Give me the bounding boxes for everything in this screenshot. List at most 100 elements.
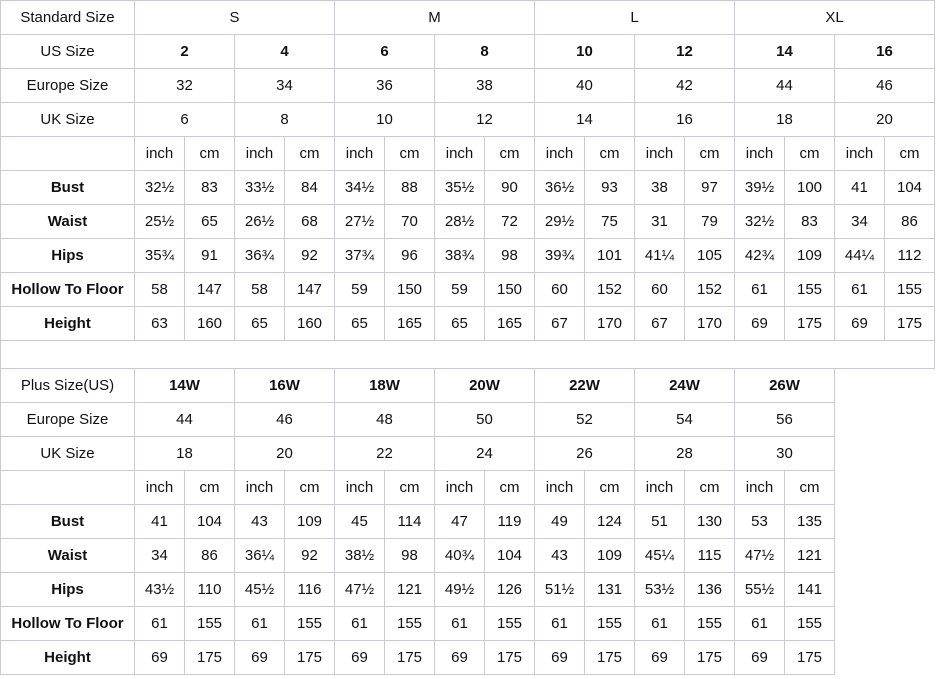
standard-uk-row: UK Size 6 8 10 12 14 16 18 20 [0,102,935,137]
europe-size-cell: 54 [634,402,735,437]
measurement-value: 150 [484,272,535,307]
unit-inch: inch [734,470,785,505]
measurement-value: 36¼ [234,538,285,573]
measurement-value: 150 [384,272,435,307]
unit-cm: cm [684,136,735,171]
measurement-label: Height [0,306,135,341]
measurement-label: Hollow To Floor [0,272,135,307]
measurement-value: 92 [284,238,335,273]
europe-size-cell: 36 [334,68,435,103]
measurement-value: 109 [784,238,835,273]
row-label-empty [0,470,135,505]
measurement-value: 98 [384,538,435,573]
unit-cm: cm [184,136,235,171]
measurement-value: 34½ [334,170,385,205]
measurement-label: Waist [0,204,135,239]
measurement-value: 26½ [234,204,285,239]
measurement-value: 37¾ [334,238,385,273]
measurement-value: 98 [484,238,535,273]
measurement-value: 38½ [334,538,385,573]
us-size-cell: 10 [534,34,635,69]
measurement-value: 61 [734,272,785,307]
plus-height-row: Height 69 175 69 175 69 175 69 175 69 175 69 175 69 17… [0,640,935,675]
measurement-value: 90 [484,170,535,205]
unit-cm: cm [884,136,935,171]
measurement-value: 65 [234,306,285,341]
measurement-value: 36¾ [234,238,285,273]
unit-inch: inch [334,470,385,505]
unit-inch: inch [434,136,485,171]
measurement-value: 175 [284,640,335,675]
measurement-label: Hips [0,238,135,273]
measurement-value: 32½ [734,204,785,239]
measurement-value: 121 [384,572,435,607]
standard-height-row: Height 63 160 65 160 65 165 65 165 67 170 67 170 69 17… [0,306,935,341]
unit-cm: cm [484,136,535,171]
measurement-value: 110 [184,572,235,607]
plus-hollow-to-floor-row: Hollow To Floor 61 155 61 155 61 155 61 155 61 155… [0,606,935,641]
unit-cm: cm [484,470,535,505]
empty-cell [835,505,885,539]
us-size-cell: 14W [134,368,235,403]
plus-hips-row: Hips 43½ 110 45½ 116 47½ 121 49½ 126 51½ 131 53½ 136… [0,572,935,607]
europe-size-cell: 44 [734,68,835,103]
measurement-value: 61 [834,272,885,307]
measurement-value: 47½ [734,538,785,573]
measurement-value: 147 [284,272,335,307]
uk-size-cell: 6 [134,102,235,137]
measurement-label: Hips [0,572,135,607]
measurement-value: 69 [734,640,785,675]
measurement-value: 27½ [334,204,385,239]
standard-bust-row: Bust 32½ 83 33½ 84 34½ 88 35½ 90 36½ 93 38 97 39½ 100 4… [0,170,935,205]
measurement-value: 61 [234,606,285,641]
row-label: UK Size [0,102,135,137]
empty-cell [885,403,935,437]
measurement-value: 53½ [634,572,685,607]
size-group-l: L [534,0,735,35]
empty-cell [835,369,885,403]
us-size-cell: 6 [334,34,435,69]
measurement-value: 61 [634,606,685,641]
measurement-value: 155 [384,606,435,641]
uk-size-cell: 8 [234,102,335,137]
standard-us-row: US Size 2 4 6 8 10 12 14 16 [0,34,935,69]
measurement-value: 109 [584,538,635,573]
uk-size-cell: 28 [634,436,735,471]
unit-cm: cm [784,470,835,505]
measurement-value: 69 [434,640,485,675]
measurement-value: 34 [134,538,185,573]
us-size-cell: 18W [334,368,435,403]
measurement-value: 49 [534,504,585,539]
unit-cm: cm [284,470,335,505]
measurement-value: 97 [684,170,735,205]
measurement-value: 100 [784,170,835,205]
measurement-value: 67 [634,306,685,341]
measurement-value: 152 [584,272,635,307]
empty-cell [885,641,935,675]
measurement-value: 43½ [134,572,185,607]
measurement-value: 35½ [434,170,485,205]
measurement-value: 41¼ [634,238,685,273]
measurement-value: 38 [634,170,685,205]
measurement-value: 155 [184,606,235,641]
measurement-value: 175 [884,306,935,341]
measurement-value: 69 [134,640,185,675]
measurement-value: 51½ [534,572,585,607]
measurement-value: 155 [284,606,335,641]
row-label: Plus Size(US) [0,368,135,403]
europe-size-cell: 56 [734,402,835,437]
measurement-label: Waist [0,538,135,573]
measurement-value: 69 [734,306,785,341]
empty-cell [835,607,885,641]
measurement-value: 59 [334,272,385,307]
us-size-cell: 8 [434,34,535,69]
uk-size-cell: 10 [334,102,435,137]
unit-inch: inch [234,136,285,171]
empty-cell [885,505,935,539]
measurement-value: 112 [884,238,935,273]
measurement-value: 34 [834,204,885,239]
row-label: US Size [0,34,135,69]
uk-size-cell: 22 [334,436,435,471]
unit-inch: inch [234,470,285,505]
empty-cell [835,403,885,437]
